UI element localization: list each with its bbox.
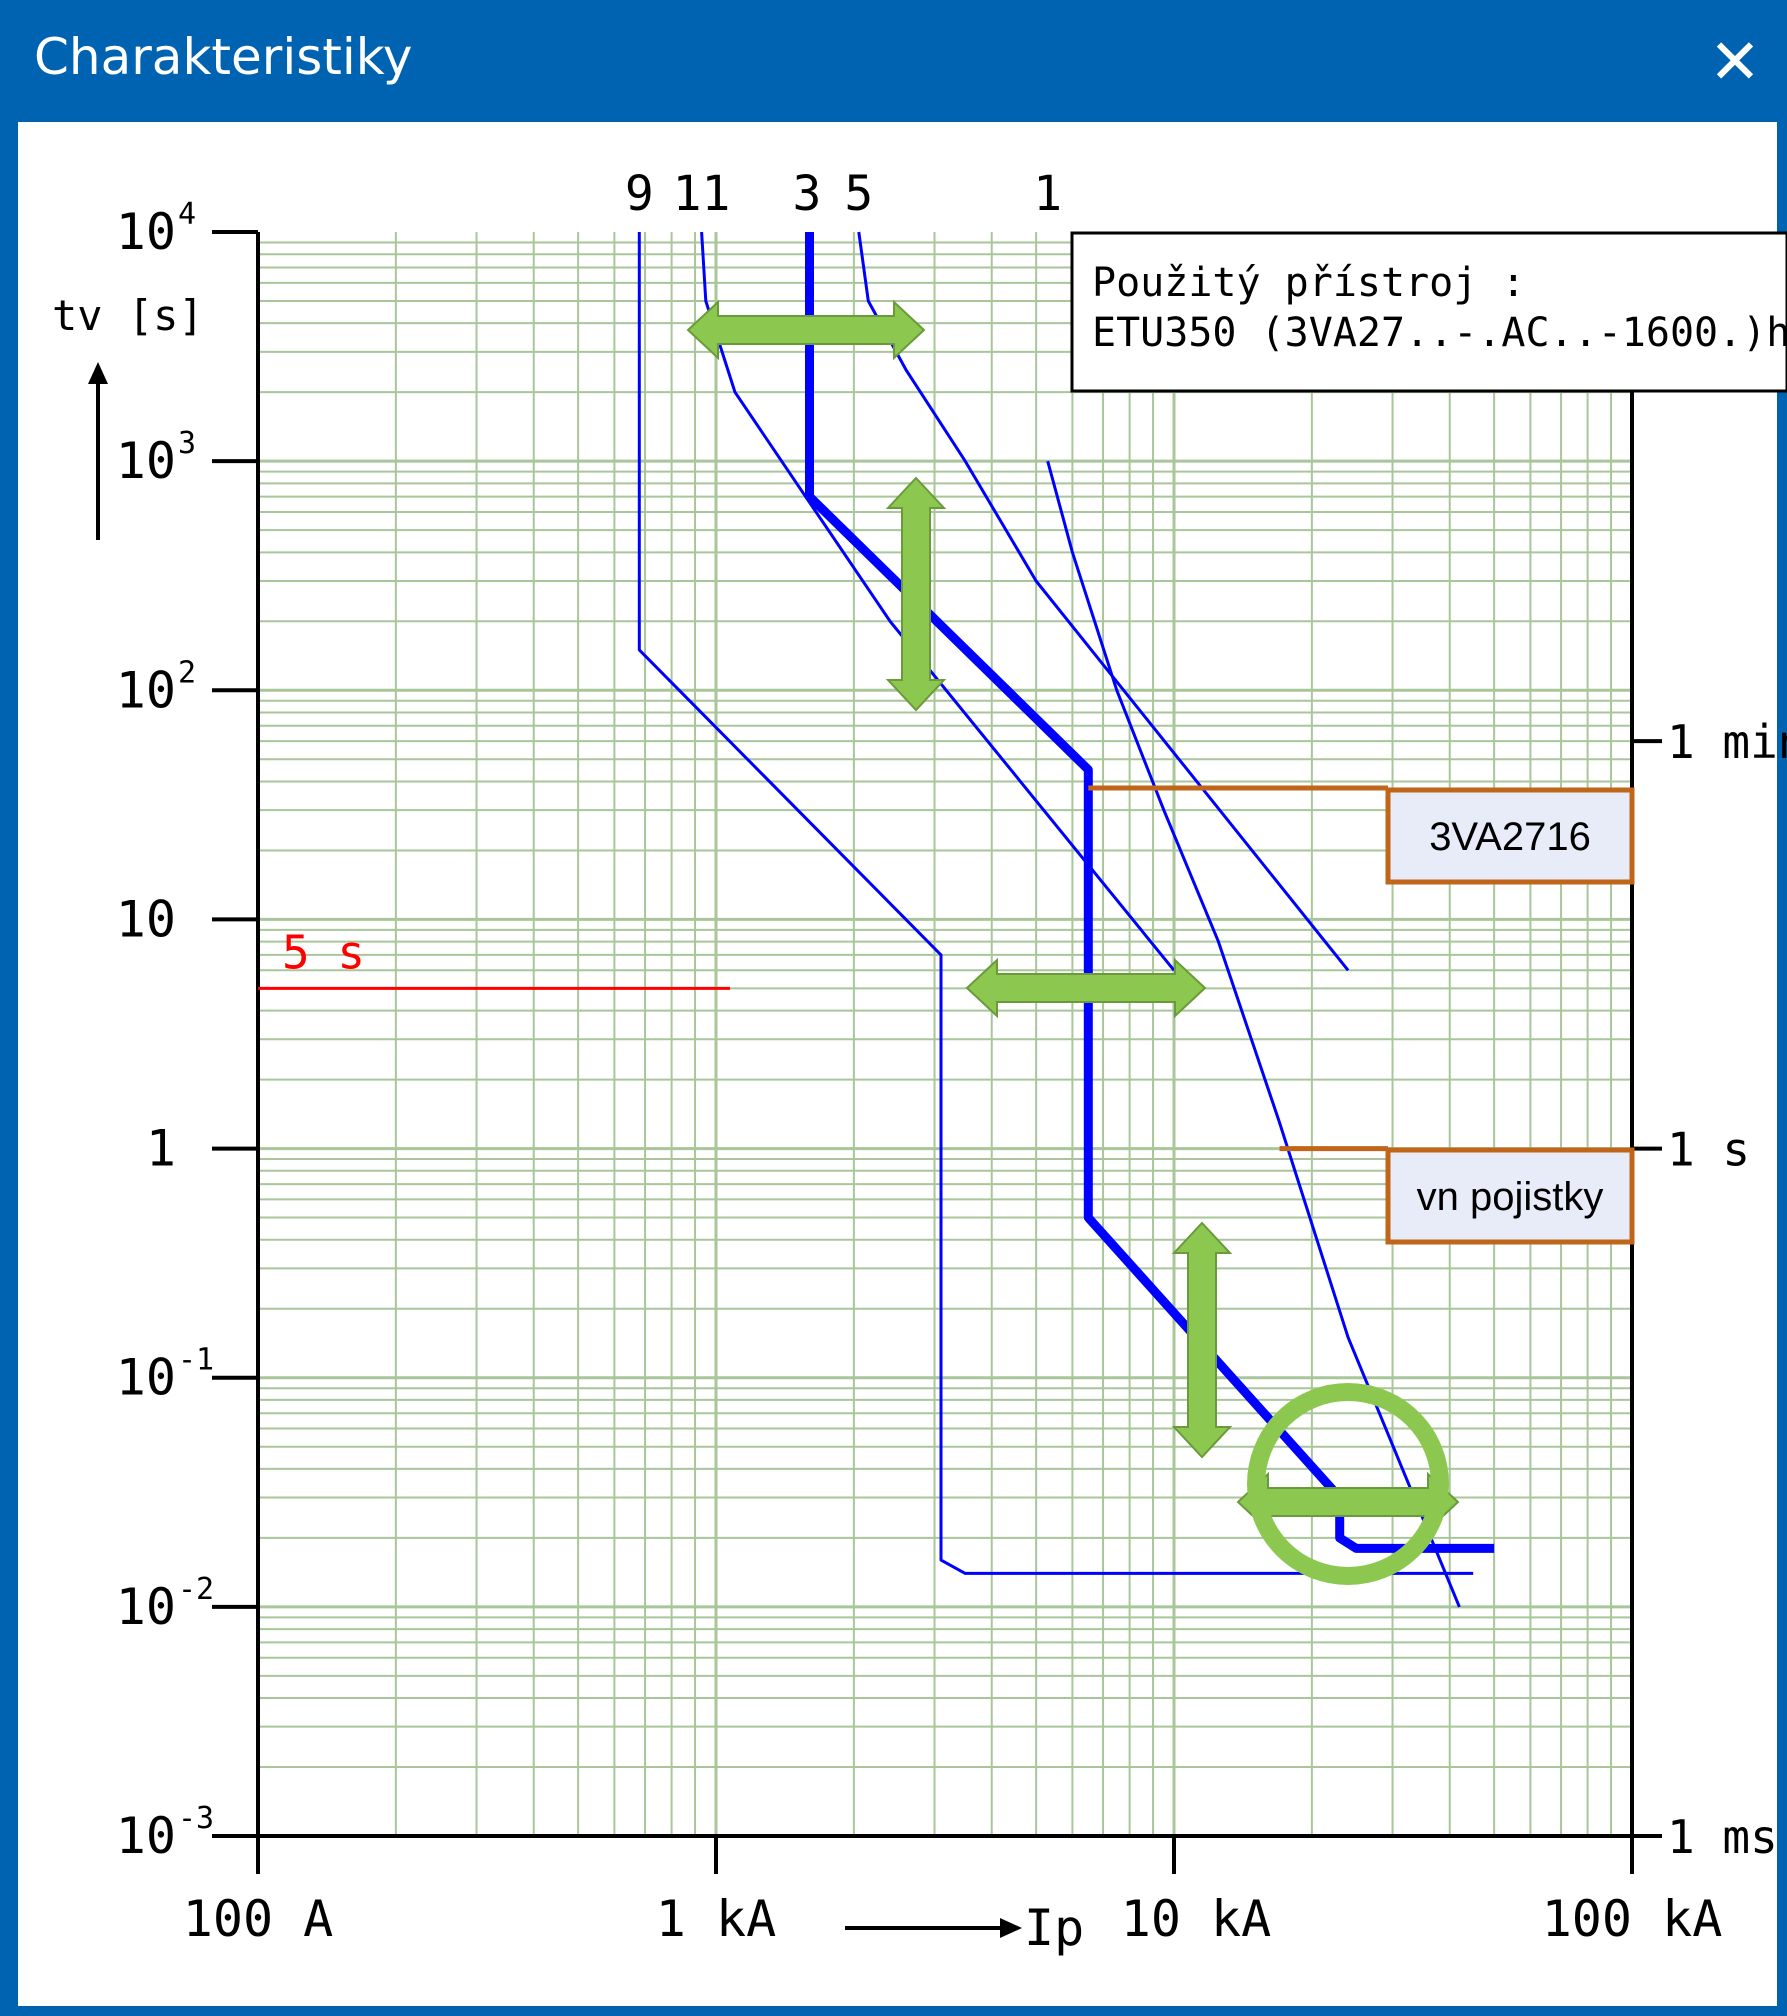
horizontal-adjust-arrow-top (686, 299, 926, 361)
instantaneous-setting-circle (1247, 1383, 1449, 1585)
x-tick-label: 10 kA (1121, 1890, 1272, 1948)
x-tick-label: 100 kA (1542, 1890, 1723, 1948)
curve-label: 1 (1033, 166, 1062, 222)
breaker-callout-label: 3VA2716 (1429, 815, 1591, 859)
y-tick-exponent: -2 (178, 1572, 214, 1607)
legend-frame (1070, 231, 1787, 393)
y-tick-label: 10 (116, 432, 176, 490)
limit-line-group: 5 s (258, 925, 730, 990)
y-tick-label: 10 (116, 1349, 176, 1407)
y-tick-label: 10 (116, 1807, 176, 1865)
right-tick-label: 1 s (1667, 1123, 1750, 1177)
x-tick-label: 1 kA (656, 1890, 776, 1948)
fuse-callout-label: vn pojistky (1417, 1175, 1604, 1219)
y-tick-label: 10 (116, 1578, 176, 1636)
curve-3 (805, 232, 1495, 1553)
right-tick-label: 1 ms (1667, 1810, 1778, 1864)
y-tick-label: 10 (116, 203, 176, 261)
curve-5 (857, 231, 1350, 972)
curve-label: 3 (793, 166, 822, 222)
y-tick-label: 10 (116, 661, 176, 719)
window-title: Charakteristiky (34, 28, 413, 86)
y-axis-label: tv [s] (52, 291, 204, 340)
legend-box: Použitý přístroj : ETU350 (3VA27..-.AC..… (1070, 231, 1787, 393)
fuse-callout (1385, 1147, 1635, 1245)
curve-label: 5 (844, 166, 873, 222)
vertical-adjust-arrow-lower (1171, 1221, 1233, 1459)
y-axis-arrowhead (88, 362, 108, 384)
breaker-callout (1385, 787, 1635, 885)
legend-line-1: Použitý přístroj : (1092, 260, 1525, 306)
curve-label: 11 (673, 166, 731, 222)
y-tick-label: 1 (146, 1120, 176, 1178)
x-axis-label: Ip (1024, 1899, 1084, 1957)
vertical-adjust-arrow-upper (885, 476, 947, 712)
curve-fuse (1046, 460, 1461, 1608)
annotations (686, 299, 1460, 1585)
x-tick-label: 100 A (183, 1890, 334, 1948)
y-tick-exponent: -3 (178, 1801, 214, 1836)
curve-9 (637, 232, 1474, 1575)
y-tick-exponent: 2 (178, 655, 196, 690)
callouts: 3VA2716 vn pojistky (1385, 787, 1635, 1245)
y-tick-exponent: 3 (178, 426, 196, 461)
limit-line-label: 5 s (282, 925, 365, 979)
curve-label: 9 (625, 166, 654, 222)
grid (256, 232, 1632, 1838)
y-tick-label: 10 (116, 890, 176, 948)
close-icon[interactable]: ✕ (1709, 25, 1761, 98)
horizontal-adjust-arrow-middle (965, 957, 1207, 1019)
x-axis-arrowhead (1000, 1918, 1022, 1938)
title-bar[interactable]: Charakteristiky ✕ (0, 0, 1787, 122)
legend-line-2: ETU350 (3VA27..-.AC..-1600.)hod (1092, 310, 1787, 356)
y-tick-exponent: -1 (178, 1343, 214, 1378)
y-tick-exponent: 4 (178, 197, 196, 232)
right-tick-label: 1 min. (1667, 715, 1787, 769)
